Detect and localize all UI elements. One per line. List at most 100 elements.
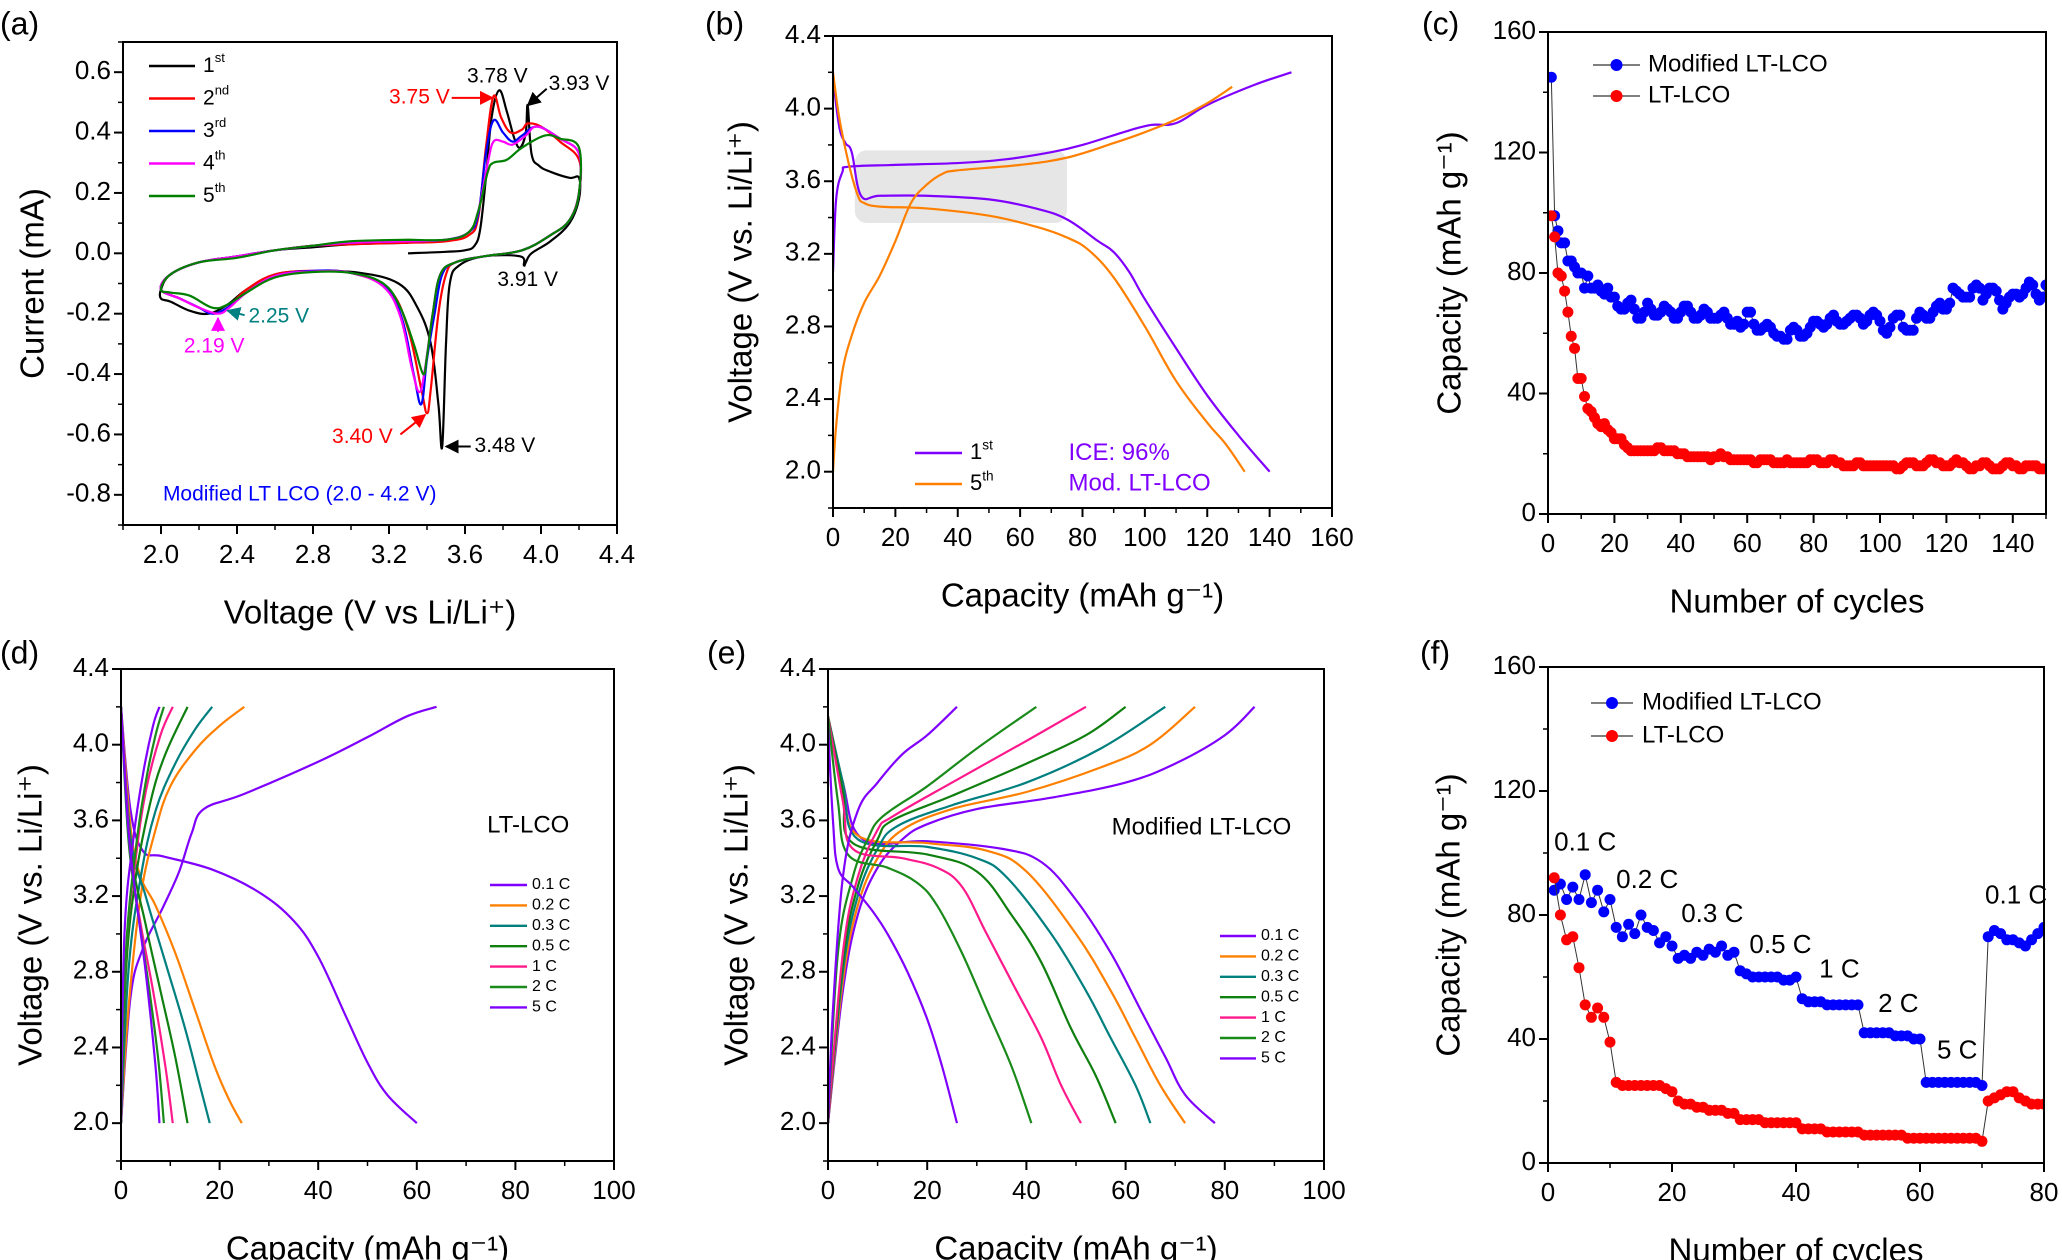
legend-item: 2nd	[149, 83, 229, 109]
charge-curve	[121, 706, 161, 1124]
y-tick-label: -0.4	[66, 357, 111, 387]
y-tick-label: 0	[1522, 1146, 1536, 1176]
y-axis-label: Voltage (V vs. Li/Li⁺)	[718, 764, 755, 1066]
data-point	[1716, 940, 1728, 952]
legend-item: 5 C	[1220, 1050, 1286, 1067]
x-tick-label: 0	[826, 522, 840, 552]
x-tick-label: 80	[1210, 1175, 1239, 1205]
legend-label-suffix: nd	[215, 83, 229, 98]
panel-label: (c)	[1422, 5, 1459, 41]
highlight-region	[854, 150, 1067, 223]
x-tick-label: 60	[1906, 1177, 1935, 1207]
plot-area	[1548, 869, 2044, 1147]
data-point	[1604, 894, 1616, 905]
y-axis-label: Current (mA)	[14, 188, 51, 379]
x-axis-label: Number of cycles	[1669, 1232, 1924, 1260]
x-tick-label: 140	[1248, 522, 1291, 552]
panel-f: (f) 0 20 40 60 80 0 40 80 120 160 Number of cycles C…	[1420, 634, 2058, 1260]
discharge-curve	[828, 716, 1082, 1124]
panel-d: (d) 0 20 40 60 80 100 2.0 2.4 2.8 3.2 3.6 4.0 4.4 Capa…	[0, 634, 636, 1260]
data-point	[1569, 342, 1581, 354]
legend-label-suffix: rd	[215, 115, 227, 130]
plot-area	[833, 71, 1292, 473]
data-point	[1567, 931, 1579, 943]
charge-curve	[828, 706, 1196, 1124]
annotation-arrow	[526, 88, 548, 107]
data-point	[1559, 237, 1571, 249]
legend-label: 4th	[203, 148, 226, 174]
legend: Modified LT-LCO LT-LCO	[1591, 688, 1822, 748]
legend-item: 0.2 C	[1220, 948, 1299, 965]
legend-item: 3rd	[149, 115, 226, 142]
legend-item: 4th	[149, 148, 226, 174]
x-tick-label: 120	[1925, 528, 1968, 558]
annotation-text: 1 C	[1819, 954, 1859, 984]
legend-label-suffix: th	[215, 180, 226, 195]
data-point	[1598, 1011, 1610, 1023]
data-point	[1561, 894, 1573, 905]
legend-item: 0.3 C	[1220, 968, 1299, 985]
legend-label-number: 3	[203, 119, 215, 142]
charge-curve	[828, 705, 1087, 1124]
x-tick-label: 4.4	[599, 539, 635, 569]
x-tick-label: 20	[205, 1175, 234, 1205]
legend-label: LT-LCO	[1642, 721, 1724, 748]
legend-label: 5th	[203, 180, 226, 206]
legend-label: 3rd	[203, 115, 226, 141]
legend-label: 0.2 C	[532, 897, 570, 914]
x-tick-label: 2.0	[143, 539, 179, 569]
data-point	[1585, 897, 1597, 909]
legend-label: 0.5 C	[1261, 988, 1299, 1005]
x-tick-label: 100	[592, 1175, 635, 1205]
data-point	[1781, 333, 1793, 345]
annotation-text: 2 C	[1878, 988, 1918, 1018]
legend-label: 1st	[970, 437, 993, 464]
data-point	[1575, 372, 1587, 384]
plot-area	[121, 705, 437, 1124]
legend-item: 2 C	[490, 978, 557, 995]
legend-marker	[1610, 59, 1623, 71]
series-0-1-c	[828, 706, 1256, 1124]
discharge-curve	[828, 725, 959, 1124]
annotation-text: 3.93 V	[549, 72, 610, 95]
charge-curve	[121, 706, 214, 1124]
legend-item: 5th	[915, 468, 994, 495]
x-tick-label: 3.2	[371, 539, 407, 569]
annotation-text: 3.40 V	[332, 425, 393, 448]
data-point	[2040, 463, 2046, 475]
panel-e: (e) 0 20 40 60 80 100 2.0 2.4 2.8 3.2 3.6 4.0 4.4 Capa…	[707, 634, 1346, 1260]
y-tick-label: 2.8	[780, 955, 816, 985]
y-tick-label: 2.0	[785, 455, 821, 485]
annotation-text: 2.25 V	[248, 304, 309, 327]
cv-curve	[159, 133, 583, 376]
legend-item: 1 C	[1220, 1009, 1286, 1026]
x-tick-label: 140	[1991, 528, 2034, 558]
y-tick-label: 4.4	[780, 652, 816, 682]
data-point	[1608, 291, 1620, 303]
y-tick-label: 4.0	[780, 728, 816, 758]
legend-item: 1 C	[490, 958, 557, 975]
data-point	[1582, 270, 1594, 282]
legend-item: 0.1 C	[490, 876, 570, 893]
y-axis-label: Capacity (mAh g⁻¹)	[1430, 773, 1467, 1056]
y-tick-label: 2.0	[780, 1106, 816, 1136]
legend-label: 0.1 C	[532, 876, 570, 893]
x-tick-label: 0	[114, 1175, 128, 1205]
series-lt-lco	[1548, 210, 2046, 475]
y-tick-label: 2.8	[785, 309, 821, 339]
data-point	[1573, 894, 1585, 905]
x-tick-label: 60	[1733, 528, 1762, 558]
data-point	[1592, 884, 1604, 896]
annotation-text: 0.1 C	[1985, 879, 2047, 909]
x-tick-label: 40	[304, 1175, 333, 1205]
x-tick-label: 80	[501, 1175, 530, 1205]
data-point	[1990, 285, 2002, 297]
x-tick-label: 160	[1310, 522, 1353, 552]
legend-label: 0.1 C	[1261, 927, 1299, 944]
legend-label: 0.5 C	[532, 937, 570, 954]
data-point	[1964, 291, 1976, 303]
legend-item: LT-LCO	[1591, 721, 1724, 748]
y-tick-label: 0	[1522, 497, 1536, 527]
data-point	[1579, 999, 1591, 1011]
x-tick-label: 20	[913, 1175, 942, 1205]
